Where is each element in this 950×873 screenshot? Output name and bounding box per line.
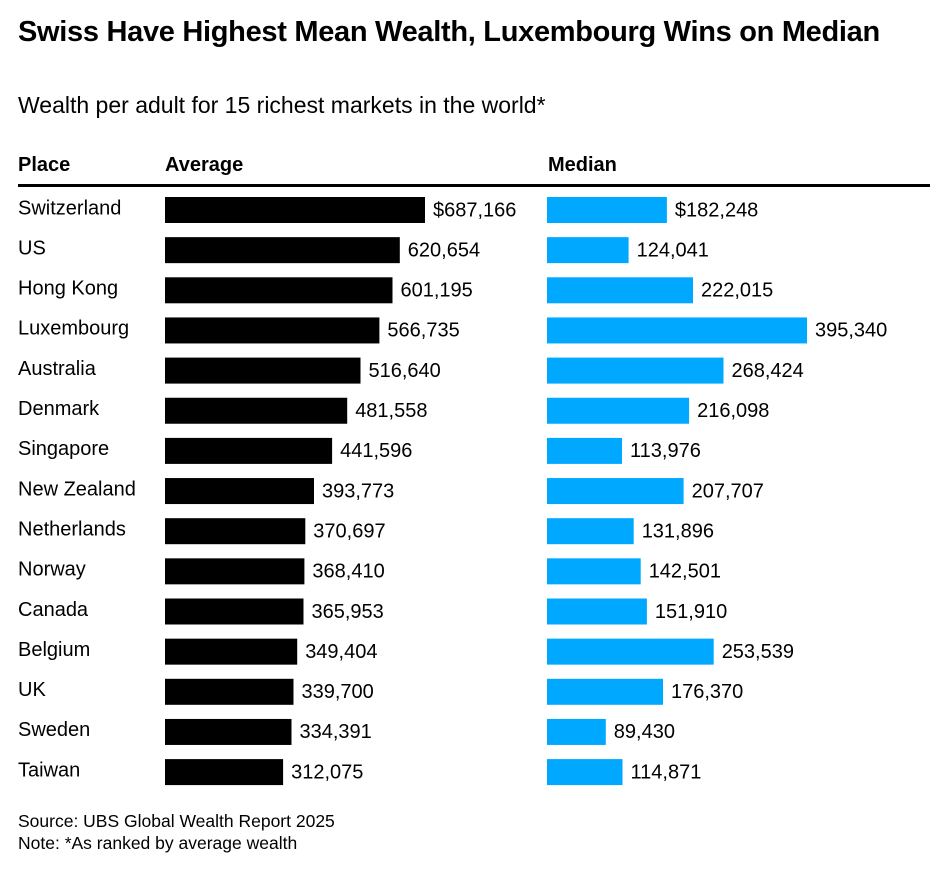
average-bar (165, 437, 333, 464)
median-bar (547, 437, 622, 464)
median-bar (547, 718, 606, 745)
average-value-label: 441,596 (340, 440, 412, 462)
average-value-label: 566,735 (387, 320, 459, 342)
average-bar (165, 638, 298, 665)
category-label: Hong Kong (18, 278, 118, 300)
average-bar (165, 277, 393, 304)
chart-title: Swiss Have Highest Mean Wealth, Luxembou… (18, 16, 880, 48)
average-bar (165, 237, 400, 264)
category-label: New Zealand (18, 478, 136, 500)
median-bar (547, 678, 663, 705)
median-bar (547, 277, 693, 304)
average-value-label: 481,558 (355, 400, 427, 422)
median-value-label: 131,896 (642, 520, 714, 542)
median-value-label: 176,370 (671, 681, 743, 703)
median-bar (547, 638, 714, 665)
average-bar (165, 197, 425, 223)
category-label: Netherlands (18, 518, 126, 540)
average-value-label: 620,654 (408, 239, 480, 261)
average-value-label: 601,195 (401, 280, 473, 302)
average-value-label: $687,166 (433, 199, 516, 221)
median-value-label: 113,976 (630, 440, 701, 462)
average-bar (165, 558, 305, 585)
average-value-label: 365,953 (312, 601, 384, 623)
header-rule (18, 184, 930, 187)
category-label: US (18, 237, 46, 259)
median-value-label: 268,424 (732, 360, 804, 382)
column-header-place: Place (18, 154, 71, 176)
average-bar (165, 718, 292, 745)
average-bar (165, 518, 306, 545)
median-bar (547, 317, 807, 344)
median-value-label: 124,041 (637, 239, 709, 261)
median-value-label: 89,430 (614, 721, 675, 743)
average-value-label: 312,075 (291, 761, 363, 783)
category-label: Norway (18, 559, 86, 581)
category-label: Belgium (18, 639, 90, 661)
average-bar (165, 478, 314, 505)
median-bar (547, 558, 641, 585)
category-label: Luxembourg (18, 318, 129, 340)
footnote: Note: *As ranked by average wealth (18, 833, 298, 853)
average-bar (165, 317, 380, 344)
median-value-label: 216,098 (697, 400, 769, 422)
average-bar (165, 357, 361, 384)
chart-subtitle: Wealth per adult for 15 richest markets … (18, 92, 546, 118)
column-header-average: Average (165, 154, 244, 176)
average-value-label: 516,640 (369, 360, 441, 382)
category-label: Taiwan (18, 759, 80, 781)
median-bar (547, 237, 629, 264)
median-bar (547, 759, 623, 786)
median-value-label: 222,015 (701, 280, 773, 302)
median-bar (547, 518, 634, 545)
median-bar (547, 357, 724, 384)
median-value-label: 151,910 (655, 601, 727, 623)
median-value-label: 142,501 (649, 561, 721, 583)
average-bar (165, 759, 284, 786)
category-label: Australia (18, 358, 97, 380)
category-label: Denmark (18, 398, 100, 420)
category-label: Sweden (18, 719, 90, 741)
average-bar (165, 678, 294, 705)
average-value-label: 368,410 (312, 561, 384, 583)
column-header-median: Median (548, 154, 617, 176)
average-value-label: 334,391 (300, 721, 372, 743)
average-value-label: 370,697 (313, 520, 385, 542)
median-bar (547, 397, 690, 424)
median-bar (547, 197, 667, 223)
median-value-label: 395,340 (815, 320, 887, 342)
category-label: UK (18, 679, 46, 701)
source-note: Source: UBS Global Wealth Report 2025 (18, 811, 335, 831)
median-bar (547, 598, 647, 625)
average-bar (165, 598, 304, 625)
category-label: Canada (18, 599, 89, 621)
category-label: Singapore (18, 438, 109, 460)
average-value-label: 393,773 (322, 480, 394, 502)
median-value-label: $182,248 (675, 199, 758, 221)
median-value-label: 114,871 (631, 761, 702, 783)
category-label: Switzerland (18, 197, 121, 219)
average-bar (165, 397, 348, 424)
average-value-label: 349,404 (305, 641, 377, 663)
average-value-label: 339,700 (302, 681, 374, 703)
median-value-label: 253,539 (722, 641, 794, 663)
median-bar (547, 478, 684, 505)
median-value-label: 207,707 (692, 480, 764, 502)
